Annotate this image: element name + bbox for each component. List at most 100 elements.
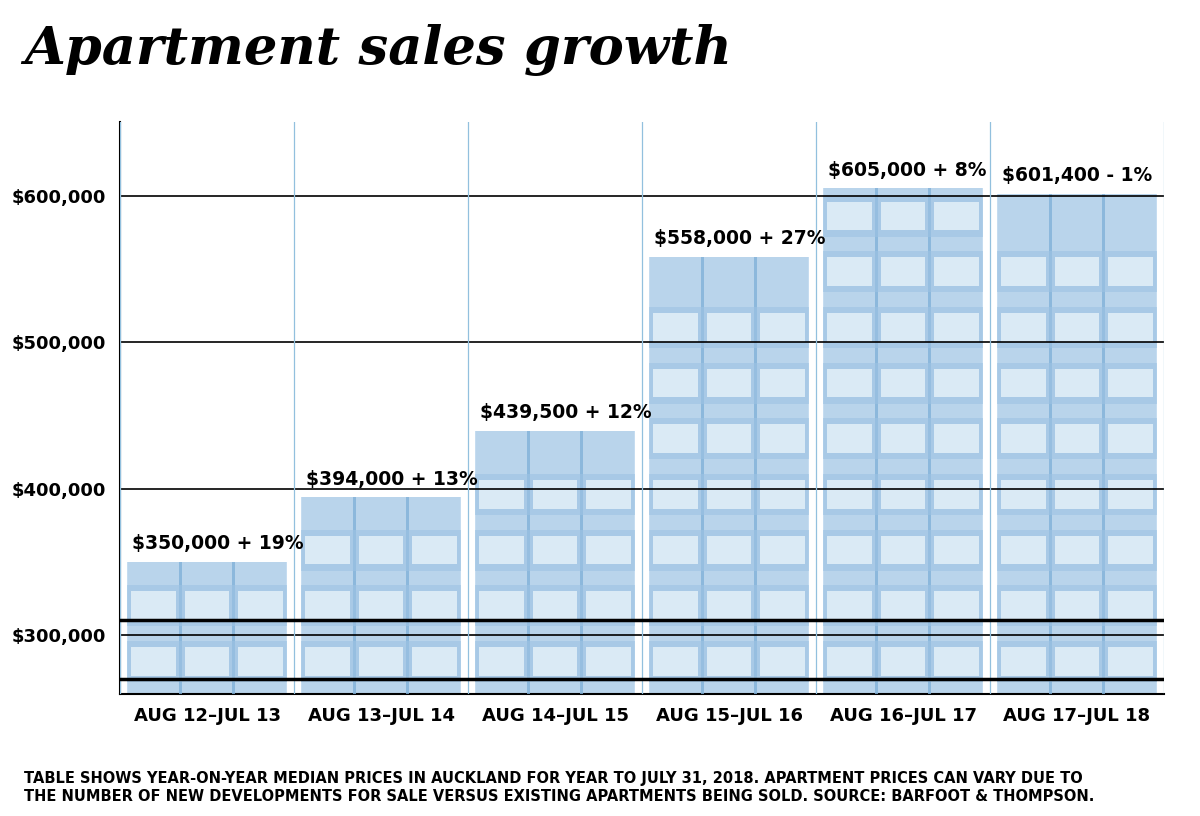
Bar <box>653 369 698 397</box>
Bar <box>1103 193 1105 694</box>
Bar <box>649 641 809 682</box>
Bar <box>359 592 403 620</box>
Bar <box>407 497 409 694</box>
Bar <box>1108 424 1153 453</box>
Bar <box>823 419 983 459</box>
Bar <box>757 257 808 694</box>
Bar <box>653 647 698 676</box>
Bar <box>1108 480 1153 508</box>
Bar <box>881 313 925 342</box>
Bar <box>475 431 635 694</box>
Bar <box>412 592 457 620</box>
Bar <box>649 362 809 404</box>
Bar <box>934 424 979 453</box>
Bar <box>1055 592 1099 620</box>
Bar <box>823 251 983 292</box>
Bar <box>649 307 809 348</box>
Bar <box>934 257 979 286</box>
Bar <box>1055 536 1099 565</box>
Bar <box>355 497 407 694</box>
Bar <box>934 202 979 230</box>
Bar <box>760 480 805 508</box>
Bar <box>359 647 403 676</box>
Bar <box>653 480 698 508</box>
Bar <box>1055 369 1099 397</box>
Bar <box>827 257 872 286</box>
Bar <box>533 592 577 620</box>
Bar <box>881 536 925 565</box>
Bar <box>827 592 872 620</box>
Bar <box>586 536 631 565</box>
Text: $394,000 + 13%: $394,000 + 13% <box>306 469 478 489</box>
Bar <box>650 257 701 694</box>
Bar <box>533 647 577 676</box>
Bar <box>412 647 457 676</box>
Bar <box>823 362 983 404</box>
Bar <box>934 313 979 342</box>
Bar <box>760 313 805 342</box>
Bar <box>527 431 529 694</box>
Bar <box>881 369 925 397</box>
Bar <box>827 424 872 453</box>
Bar <box>703 257 755 694</box>
Bar <box>476 431 527 694</box>
Bar <box>823 188 983 694</box>
Bar <box>760 592 805 620</box>
Bar <box>238 592 283 620</box>
Bar <box>583 431 634 694</box>
Bar <box>479 480 524 508</box>
Bar <box>131 647 176 676</box>
Bar <box>179 561 181 694</box>
Bar <box>475 530 635 570</box>
Bar <box>301 530 461 570</box>
Bar <box>412 536 457 565</box>
Text: TABLE SHOWS YEAR-ON-YEAR MEDIAN PRICES IN AUCKLAND FOR YEAR TO JULY 31, 2018. AP: TABLE SHOWS YEAR-ON-YEAR MEDIAN PRICES I… <box>24 771 1094 804</box>
Bar <box>649 257 809 694</box>
Bar <box>475 585 635 626</box>
Bar <box>875 188 877 694</box>
Bar <box>1055 313 1099 342</box>
Bar <box>755 257 757 694</box>
Bar <box>649 419 809 459</box>
Bar <box>653 424 698 453</box>
Bar <box>1108 592 1153 620</box>
Bar <box>1001 480 1046 508</box>
Bar <box>881 257 925 286</box>
Bar <box>929 188 931 694</box>
Bar <box>823 474 983 515</box>
Text: $558,000 + 27%: $558,000 + 27% <box>654 229 826 248</box>
Bar <box>934 480 979 508</box>
Text: $601,400 - 1%: $601,400 - 1% <box>1002 166 1152 184</box>
Text: $605,000 + 8%: $605,000 + 8% <box>828 161 986 180</box>
Bar <box>353 497 355 694</box>
Bar <box>707 424 751 453</box>
Bar <box>934 592 979 620</box>
Bar <box>1049 193 1051 694</box>
Bar <box>479 536 524 565</box>
Bar <box>823 196 983 237</box>
Bar <box>934 369 979 397</box>
Bar <box>1108 257 1153 286</box>
Bar <box>823 641 983 682</box>
Bar <box>586 647 631 676</box>
Text: $350,000 + 19%: $350,000 + 19% <box>132 534 304 553</box>
Bar <box>827 536 872 565</box>
Bar <box>1001 424 1046 453</box>
Bar <box>649 530 809 570</box>
Bar <box>1001 536 1046 565</box>
Bar <box>359 536 403 565</box>
Bar <box>1001 592 1046 620</box>
Text: $439,500 + 12%: $439,500 + 12% <box>480 403 652 422</box>
Bar <box>707 536 751 565</box>
Bar <box>586 480 631 508</box>
Bar <box>305 536 350 565</box>
Bar <box>934 647 979 676</box>
Bar <box>1001 369 1046 397</box>
Bar <box>479 592 524 620</box>
Bar <box>997 193 1157 694</box>
Bar <box>707 369 751 397</box>
Bar <box>649 474 809 515</box>
Bar <box>881 647 925 676</box>
Bar <box>128 561 179 694</box>
Bar <box>1055 424 1099 453</box>
